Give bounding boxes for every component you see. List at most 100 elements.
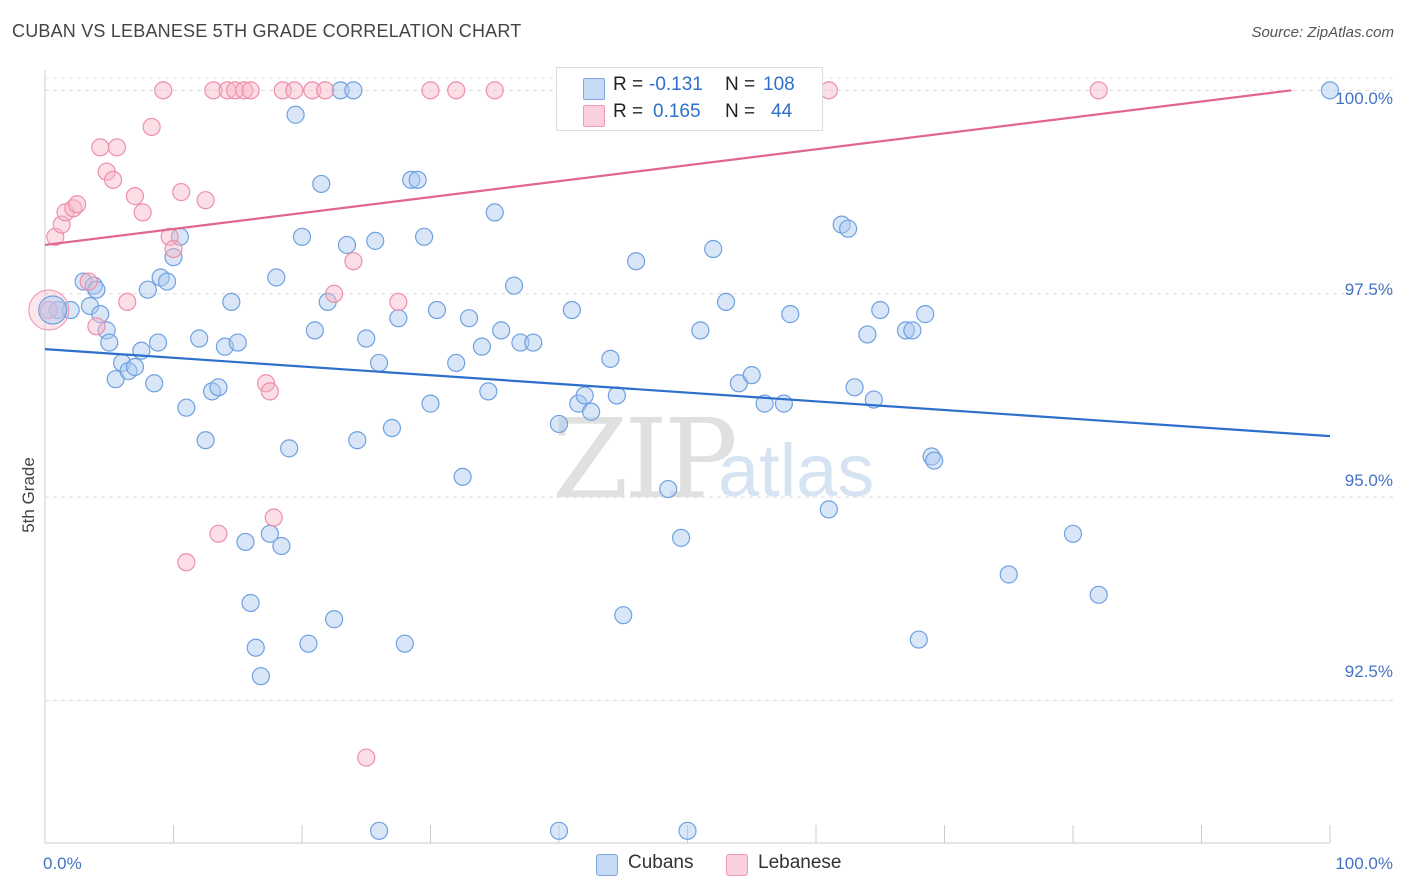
cubans-point xyxy=(447,353,466,373)
cubans-point xyxy=(196,431,215,450)
cubans-point xyxy=(337,235,357,255)
cubans-point xyxy=(819,500,838,519)
cubans-point xyxy=(157,272,177,291)
cubans-point xyxy=(148,333,168,352)
lebanese-r-value: 0.165 xyxy=(653,101,701,122)
cubans-point xyxy=(871,300,890,320)
lebanese-point xyxy=(142,117,161,137)
cubans-r-label: R = xyxy=(613,74,644,95)
cubans-point xyxy=(427,300,447,320)
cubans-point xyxy=(755,394,774,413)
cubans-point xyxy=(472,337,491,356)
lebanese-point xyxy=(1089,81,1108,100)
cubans-point xyxy=(492,321,511,340)
lebanese-point xyxy=(164,239,183,259)
lebanese-point xyxy=(344,252,363,271)
cubans-point xyxy=(389,309,408,328)
cubans-point xyxy=(999,565,1018,584)
cubans-point xyxy=(839,219,858,238)
cubans-point xyxy=(344,81,363,100)
cubans-point xyxy=(138,280,157,299)
cubans-point xyxy=(504,276,524,295)
cubans-point xyxy=(267,268,286,287)
cubans-point xyxy=(614,606,633,625)
lebanese-swatch-icon xyxy=(583,105,605,127)
cubans-point xyxy=(280,439,299,458)
cubans-point xyxy=(691,321,710,340)
cubans-n-value: 108 xyxy=(763,74,795,95)
cubans-point xyxy=(626,252,646,271)
cubans-point xyxy=(864,390,883,409)
cubans-point xyxy=(209,378,228,397)
cubans-point xyxy=(241,593,260,613)
cubans-legend-swatch-icon xyxy=(596,854,618,876)
cubans-point xyxy=(402,170,421,189)
cubans-point xyxy=(601,349,620,368)
lebanese-point xyxy=(204,81,223,100)
cubans-point xyxy=(909,630,928,649)
lebanese-point xyxy=(87,317,106,336)
cubans-point xyxy=(292,227,312,246)
cubans-point xyxy=(858,325,877,344)
trend-lines xyxy=(44,89,1331,438)
cubans-point xyxy=(348,431,367,450)
lebanese-legend-swatch-icon xyxy=(726,854,748,876)
cubans-n-label: N = xyxy=(725,74,756,95)
lebanese-point xyxy=(154,81,173,100)
cubans-point xyxy=(370,821,389,840)
lebanese-point xyxy=(118,292,137,311)
cubans-point xyxy=(236,532,255,552)
cubans-point xyxy=(916,305,935,324)
cubans-point xyxy=(228,333,247,352)
cubans-point xyxy=(38,295,68,325)
cubans-legend-label: Cubans xyxy=(628,852,694,873)
lebanese-point xyxy=(260,382,279,401)
cubans-point xyxy=(671,528,691,547)
cubans-point xyxy=(742,366,761,385)
cubans-point xyxy=(366,231,385,250)
lebanese-point xyxy=(125,187,145,206)
cubans-point xyxy=(357,329,376,348)
y-axis-label: 5th Grade xyxy=(19,457,38,533)
cubans-point xyxy=(408,170,427,189)
lebanese-point xyxy=(357,748,376,767)
cubans-swatch-icon xyxy=(583,78,605,100)
lebanese-point xyxy=(209,524,228,543)
cubans-point xyxy=(106,370,125,389)
cubans-point xyxy=(325,610,344,629)
cubans-point xyxy=(549,414,569,434)
chart-source: Source: ZipAtlas.com xyxy=(1251,24,1394,41)
lebanese-n-value: 44 xyxy=(771,101,793,122)
cubans-point xyxy=(251,667,270,686)
lebanese-point xyxy=(79,272,98,291)
cubans-point xyxy=(925,451,944,470)
cubans-point xyxy=(125,357,145,377)
lebanese-point xyxy=(91,138,110,157)
cubans-point xyxy=(395,634,414,653)
cubans-point xyxy=(100,333,119,352)
cubans-point xyxy=(459,309,479,328)
cubans-point xyxy=(421,394,440,413)
watermark-zip: ZIP xyxy=(552,395,738,523)
lebanese-legend-label: Lebanese xyxy=(758,852,842,873)
cubans-point xyxy=(704,239,723,259)
cubans-point xyxy=(1089,585,1108,604)
cubans-point xyxy=(582,402,601,421)
y-tick-label-100: 100.0% xyxy=(1335,89,1393,108)
cubans-point xyxy=(678,821,697,840)
cubans-point xyxy=(479,382,498,401)
cubans-point xyxy=(896,321,916,340)
lebanese-point xyxy=(196,191,215,210)
cubans-point xyxy=(246,638,265,657)
cubans-point xyxy=(1063,524,1083,543)
cubans-point xyxy=(511,333,530,352)
lebanese-point xyxy=(447,81,466,100)
lebanese-point xyxy=(133,203,152,222)
lebanese-point xyxy=(485,81,504,100)
cubans-point xyxy=(272,536,291,556)
cubans-point xyxy=(453,467,472,486)
cubans-point xyxy=(659,479,678,499)
lebanese-point xyxy=(104,170,123,189)
cubans-point xyxy=(177,398,196,417)
